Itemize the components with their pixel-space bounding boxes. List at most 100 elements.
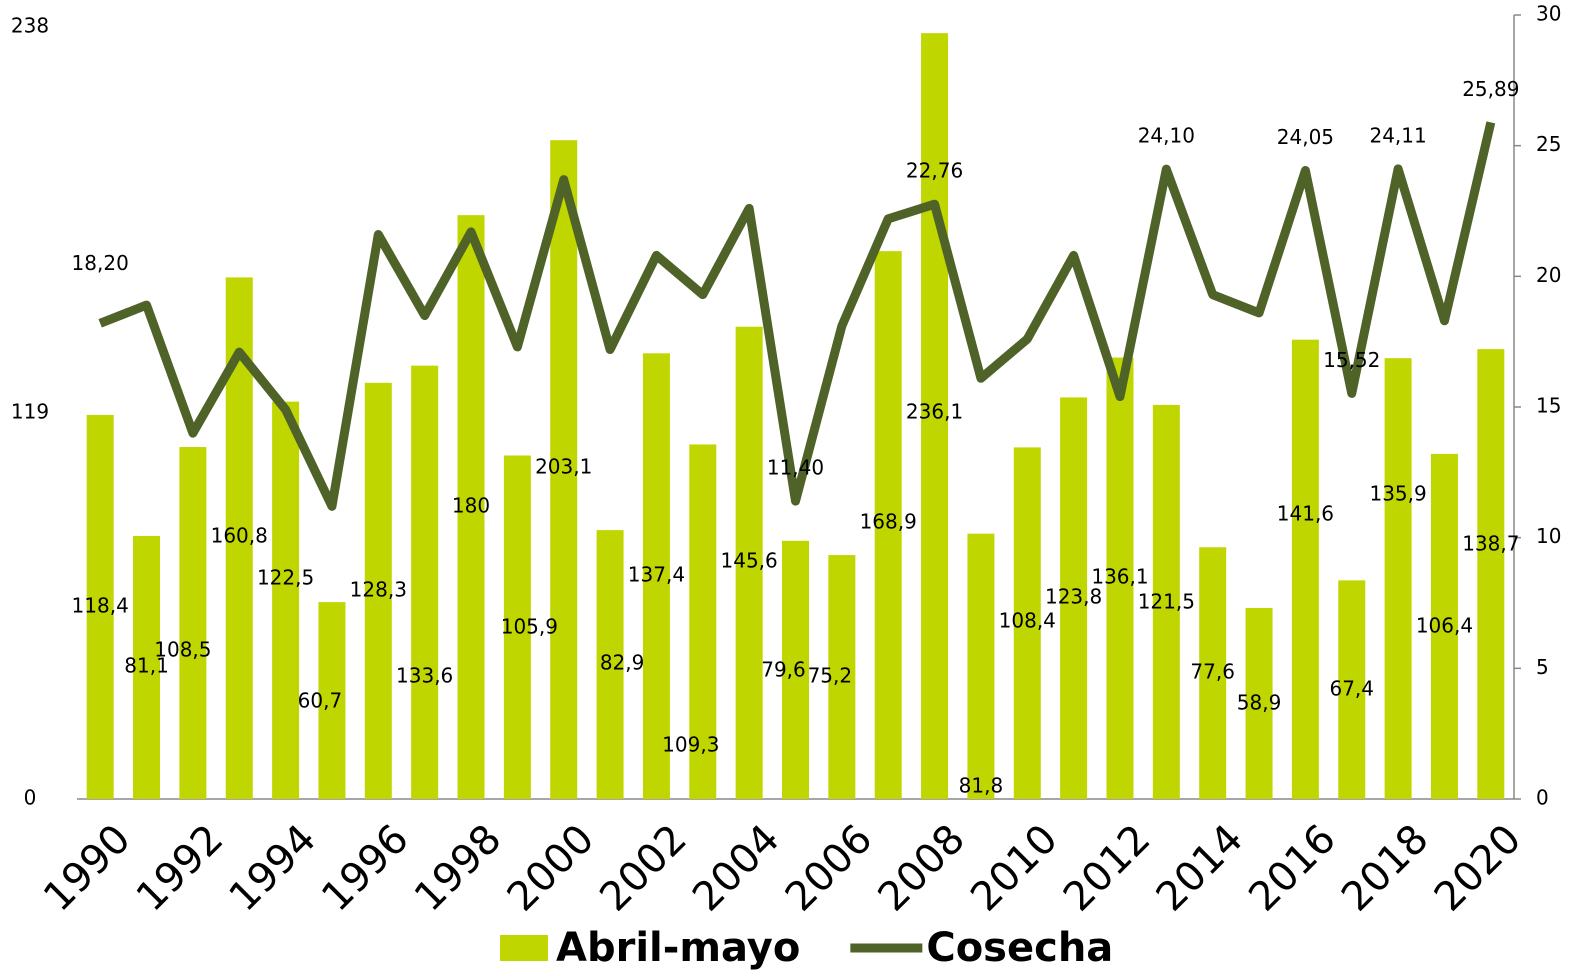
x-tick-label: 2002 [591,816,696,921]
data-label: 18,20 [72,251,129,275]
bar [318,602,346,799]
data-label: 135,9 [1369,482,1426,506]
data-label: 58,9 [1237,691,1282,715]
y2-tick-label: 30 [1536,2,1561,26]
bar [503,455,531,799]
bar [921,33,949,799]
data-label: 180 [452,494,490,518]
legend-label: Cosecha [926,925,1113,971]
legend-label: Abril-mayo [556,925,800,971]
data-label: 122,5 [257,566,314,590]
data-label: 79,6 [761,658,806,682]
x-tick-label: 2008 [869,816,974,921]
y2-tick-label: 15 [1536,394,1561,418]
y2-tick-label: 25 [1536,132,1561,156]
data-label: 137,4 [628,563,685,587]
data-label: 24,11 [1369,123,1426,147]
bar [550,140,578,799]
data-label: 136,1 [1091,565,1148,589]
data-label: 203,1 [535,455,592,479]
x-tick-label: 1996 [313,816,418,921]
bar [1245,607,1273,799]
data-label: 105,9 [501,615,558,639]
x-tick-label: 1992 [128,816,233,921]
bar [1106,357,1134,799]
data-label: 11,40 [767,456,824,480]
y-tick-label: 238 [11,14,49,38]
data-label: 24,05 [1277,125,1334,149]
y2-tick-label: 0 [1536,786,1549,810]
data-label: 145,6 [721,549,778,573]
data-label: 75,2 [808,664,853,688]
data-label: 22,76 [906,159,963,183]
bar [1338,580,1366,799]
data-label: 106,4 [1416,614,1473,638]
data-label: 15,52 [1323,348,1380,372]
x-tick-label: 2010 [962,816,1067,921]
bar [642,353,670,799]
data-label: 128,3 [350,578,407,602]
data-label: 121,5 [1138,590,1195,614]
x-tick-label: 2014 [1148,816,1253,921]
bar [689,444,717,799]
y2-tick-label: 5 [1536,655,1549,679]
line [98,121,1496,511]
bar [457,215,485,799]
bar [1384,358,1412,799]
bar [1013,447,1041,799]
x-tick-label: 1998 [406,816,511,921]
data-label: 160,8 [211,524,268,548]
bar [1291,339,1319,799]
x-tick-label: 2000 [499,816,604,921]
bar [735,326,763,799]
data-label: 60,7 [298,689,343,713]
bar [1152,404,1180,799]
y2-tick-label: 10 [1536,524,1561,548]
data-label: 82,9 [600,651,645,675]
bar [1430,453,1458,799]
data-label: 123,8 [1045,585,1102,609]
y-tick-label: 119 [11,400,49,424]
bar [364,382,392,799]
x-tick-label: 2020 [1426,816,1531,921]
x-tick-label: 2016 [1240,816,1345,921]
data-label: 67,4 [1329,677,1374,701]
data-label: 236,1 [906,400,963,424]
bar [179,447,207,799]
data-label: 141,6 [1277,502,1334,526]
data-label: 108,4 [999,609,1056,633]
x-tick-label: 2012 [1055,816,1160,921]
data-label: 77,6 [1190,660,1235,684]
data-label: 118,4 [72,594,129,618]
bar [967,533,995,799]
bar [1199,547,1227,799]
data-label: 108,5 [154,638,211,662]
x-tick-label: 1994 [221,816,326,921]
x-tick-label: 1990 [35,816,140,921]
data-label: 81,8 [959,774,1004,798]
legend-swatch [500,935,548,961]
bar [828,555,856,799]
x-tick-label: 2018 [1333,816,1438,921]
y2-tick-label: 20 [1536,263,1561,287]
data-label: 24,10 [1138,124,1195,148]
bar [874,251,902,799]
bar [86,414,114,799]
bar [411,365,439,799]
bar [596,530,624,799]
bar [133,535,161,799]
data-label: 133,6 [396,664,453,688]
bar [1477,349,1505,799]
bar [272,401,300,799]
data-label: 25,89 [1462,77,1519,101]
x-tick-label: 2004 [684,816,789,921]
data-label: 168,9 [860,510,917,534]
bar [1060,397,1088,799]
data-label: 109,3 [662,733,719,757]
bar [782,540,809,799]
data-label: 138,7 [1462,532,1519,556]
data-label: 81,1 [124,654,169,678]
x-tick-label: 2006 [777,816,882,921]
y-tick-label: 0 [24,786,37,810]
